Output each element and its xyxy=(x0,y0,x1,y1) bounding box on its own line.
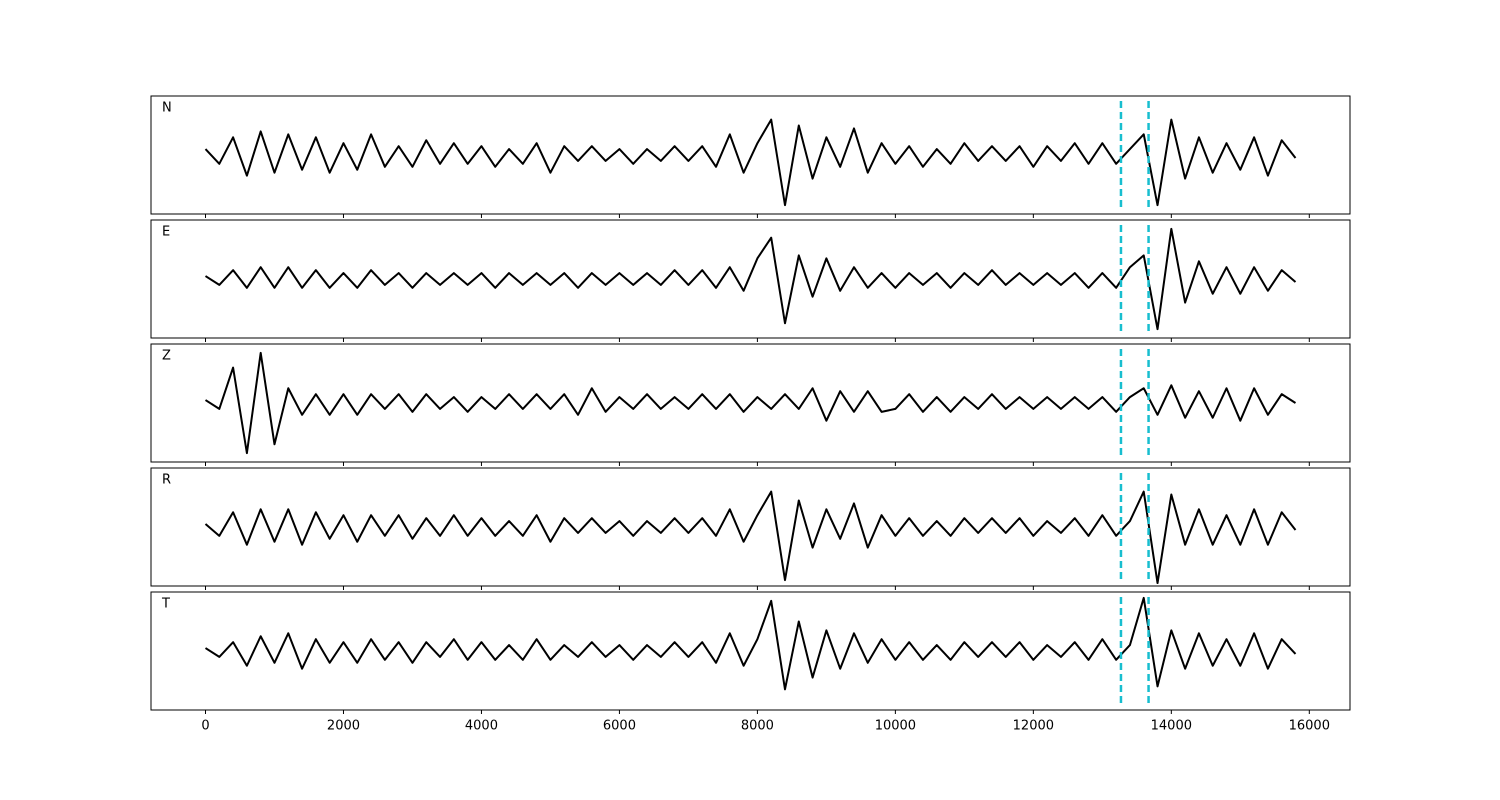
x-tick-label: 16000 xyxy=(1289,719,1330,734)
trace xyxy=(204,118,1297,207)
x-tick-label: 14000 xyxy=(1151,719,1192,734)
panel-frame xyxy=(150,219,1351,339)
panel-frame xyxy=(150,343,1351,463)
panel-frame xyxy=(150,95,1351,215)
x-tick-label: 6000 xyxy=(603,719,636,734)
x-tick-label: 10000 xyxy=(875,719,916,734)
panel-label: Z xyxy=(162,349,171,364)
panel-label: E xyxy=(162,225,170,240)
x-tick-label: 2000 xyxy=(327,719,360,734)
x-tick-label: 8000 xyxy=(741,719,774,734)
x-tick-label: 0 xyxy=(201,719,209,734)
panel-label: T xyxy=(161,597,170,612)
x-tick-label: 12000 xyxy=(1013,719,1054,734)
panel-frame xyxy=(150,467,1351,587)
trace xyxy=(204,490,1297,585)
panel-frame xyxy=(150,591,1351,711)
panel-label: R xyxy=(162,473,171,488)
x-tick-label: 4000 xyxy=(465,719,498,734)
trace xyxy=(204,596,1297,691)
trace xyxy=(204,227,1297,331)
trace xyxy=(204,351,1297,455)
panel-label: N xyxy=(162,101,172,116)
